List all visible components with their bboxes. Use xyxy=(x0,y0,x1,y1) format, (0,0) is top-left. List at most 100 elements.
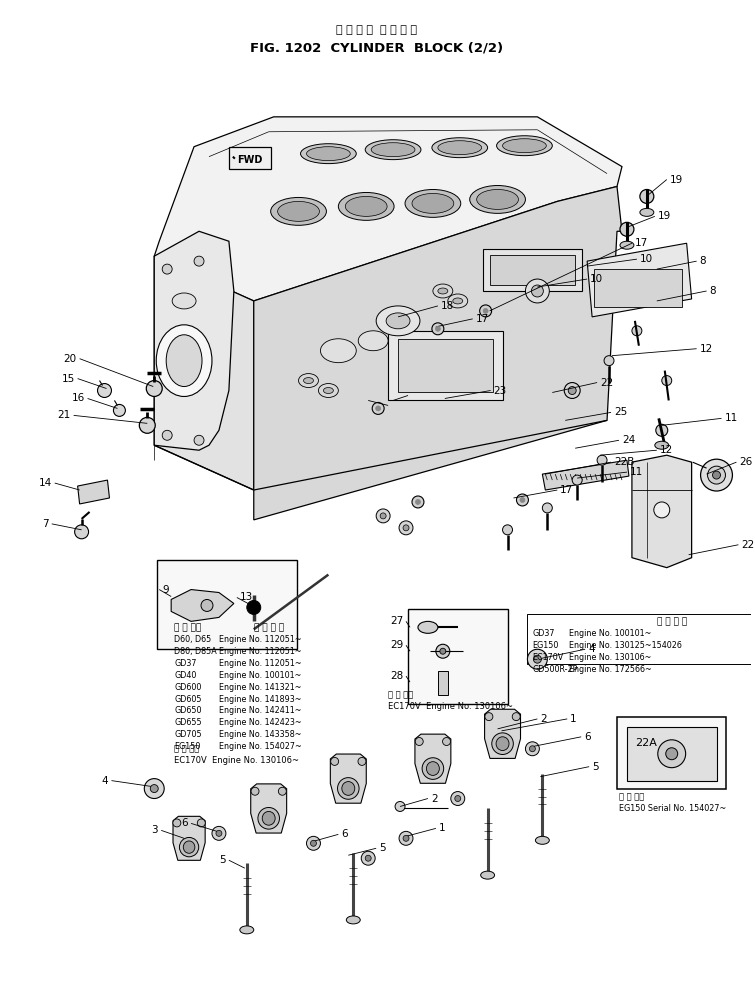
Text: Engine No. 130125~154026: Engine No. 130125~154026 xyxy=(569,641,682,650)
Circle shape xyxy=(372,403,384,414)
Circle shape xyxy=(403,525,409,531)
Ellipse shape xyxy=(347,916,360,924)
Circle shape xyxy=(640,190,654,204)
Polygon shape xyxy=(542,460,629,490)
Circle shape xyxy=(212,827,226,841)
Bar xyxy=(594,269,682,307)
Ellipse shape xyxy=(258,807,279,829)
Ellipse shape xyxy=(183,841,195,854)
Text: 17: 17 xyxy=(560,485,574,495)
Text: 12: 12 xyxy=(700,344,713,354)
Ellipse shape xyxy=(278,202,319,222)
Circle shape xyxy=(365,855,371,861)
Ellipse shape xyxy=(298,374,319,388)
Ellipse shape xyxy=(427,762,439,775)
Circle shape xyxy=(150,784,159,792)
Text: GD705: GD705 xyxy=(174,730,202,740)
Text: GD500R-2P: GD500R-2P xyxy=(532,665,578,674)
Text: EC170V  Engine No. 130106~: EC170V Engine No. 130106~ xyxy=(174,757,299,765)
Ellipse shape xyxy=(386,313,410,328)
Bar xyxy=(408,609,507,704)
Text: Engine No. 172566~: Engine No. 172566~ xyxy=(569,665,652,674)
Text: 適 用 号 等: 適 用 号 等 xyxy=(657,617,687,626)
Text: 12: 12 xyxy=(660,445,673,455)
Ellipse shape xyxy=(323,388,334,394)
Ellipse shape xyxy=(535,837,550,845)
Text: Engine No. 112051~: Engine No. 112051~ xyxy=(219,659,301,668)
Text: 16: 16 xyxy=(71,394,85,404)
Ellipse shape xyxy=(262,811,275,825)
Circle shape xyxy=(516,494,528,506)
Ellipse shape xyxy=(320,339,356,363)
Circle shape xyxy=(451,791,465,805)
Text: EG150 Serial No. 154027~: EG150 Serial No. 154027~ xyxy=(619,804,726,813)
Polygon shape xyxy=(587,243,692,316)
Circle shape xyxy=(173,819,181,827)
Ellipse shape xyxy=(405,190,461,218)
Text: シ リ ン ダ  ブ ロ ッ ク: シ リ ン ダ ブ ロ ッ ク xyxy=(336,26,417,36)
Text: 10: 10 xyxy=(640,254,653,264)
Circle shape xyxy=(656,424,667,436)
Ellipse shape xyxy=(338,193,394,221)
Text: 3: 3 xyxy=(152,826,159,836)
Circle shape xyxy=(399,832,413,846)
Ellipse shape xyxy=(307,146,350,160)
Text: 適 用 号等: 適 用 号等 xyxy=(174,623,202,632)
Text: Engine No. 141321~: Engine No. 141321~ xyxy=(219,682,301,691)
Bar xyxy=(438,672,448,695)
Ellipse shape xyxy=(453,298,463,304)
Circle shape xyxy=(503,525,513,535)
Circle shape xyxy=(381,513,386,519)
Circle shape xyxy=(162,430,172,440)
Text: 5: 5 xyxy=(379,844,386,854)
Circle shape xyxy=(376,405,381,410)
Polygon shape xyxy=(331,754,366,803)
Ellipse shape xyxy=(448,294,467,308)
Text: 11: 11 xyxy=(630,467,643,477)
Circle shape xyxy=(701,459,732,491)
Ellipse shape xyxy=(432,137,488,157)
Text: Engine No. 142411~: Engine No. 142411~ xyxy=(219,706,301,715)
Ellipse shape xyxy=(166,335,202,387)
Text: 1: 1 xyxy=(570,714,577,724)
Circle shape xyxy=(140,417,156,433)
Circle shape xyxy=(412,496,424,508)
Circle shape xyxy=(162,264,172,274)
Circle shape xyxy=(525,279,550,303)
Text: GD650: GD650 xyxy=(174,706,202,715)
Text: 26: 26 xyxy=(739,457,753,467)
Circle shape xyxy=(620,223,634,236)
Ellipse shape xyxy=(470,186,525,214)
Circle shape xyxy=(533,656,541,664)
Circle shape xyxy=(525,742,539,756)
Circle shape xyxy=(542,503,553,513)
Circle shape xyxy=(479,305,492,316)
Circle shape xyxy=(572,475,582,485)
Ellipse shape xyxy=(497,135,553,155)
Circle shape xyxy=(197,819,205,827)
Circle shape xyxy=(440,648,445,654)
Polygon shape xyxy=(254,187,622,520)
Ellipse shape xyxy=(476,190,519,210)
Circle shape xyxy=(529,746,535,752)
Circle shape xyxy=(331,758,339,765)
Text: 5: 5 xyxy=(219,855,226,865)
Text: 23: 23 xyxy=(494,386,507,396)
Circle shape xyxy=(251,787,259,795)
Text: 22: 22 xyxy=(741,540,755,550)
Ellipse shape xyxy=(620,241,634,249)
Text: 8: 8 xyxy=(700,256,706,266)
Text: GD40: GD40 xyxy=(174,671,196,679)
Bar xyxy=(229,146,271,168)
Ellipse shape xyxy=(304,378,313,384)
Ellipse shape xyxy=(342,781,355,795)
Circle shape xyxy=(483,309,488,314)
Text: 22A: 22A xyxy=(635,738,657,748)
Circle shape xyxy=(432,322,444,335)
Ellipse shape xyxy=(640,209,654,217)
Bar xyxy=(617,717,726,788)
Ellipse shape xyxy=(271,198,326,225)
Ellipse shape xyxy=(433,284,453,298)
Text: 6: 6 xyxy=(181,818,188,829)
Text: 5: 5 xyxy=(592,762,599,771)
